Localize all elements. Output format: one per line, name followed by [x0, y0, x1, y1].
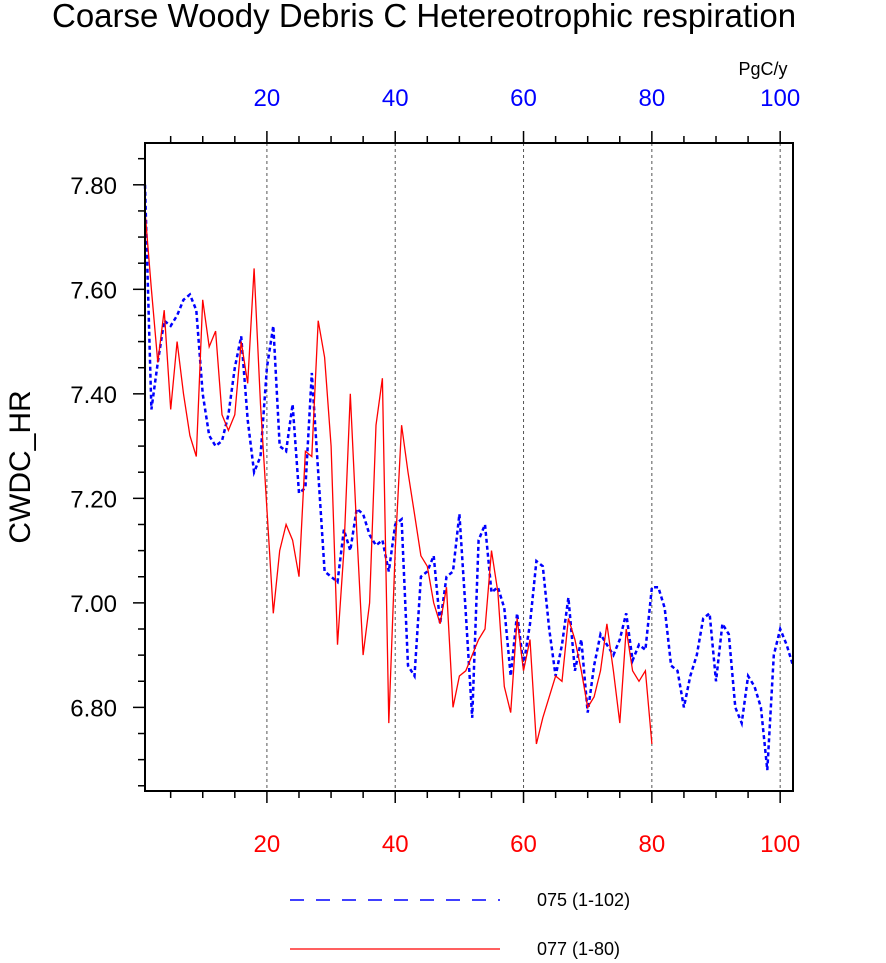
- axis-ticks: [133, 131, 781, 803]
- legend: 075 (1-102) 077 (1-80): [290, 890, 630, 959]
- y-tick-label-7.40: 7.40: [70, 382, 117, 409]
- y-tick-label-7.20: 7.20: [70, 486, 117, 513]
- y-tick-label-7.00: 7.00: [70, 591, 117, 618]
- series-line-0: [143, 184, 795, 771]
- series-line-1: [144, 210, 653, 745]
- x-tick-label-top-80: 80: [638, 85, 665, 112]
- y-tick-label-6.80: 6.80: [70, 695, 117, 722]
- x-tick-label-top-60: 60: [510, 85, 537, 112]
- y-tick-label-7.60: 7.60: [70, 277, 117, 304]
- x-tick-label-bottom-60: 60: [510, 831, 537, 858]
- chart-title: Coarse Woody Debris C Hetereotrophic res…: [52, 0, 796, 34]
- legend-label-075: 075 (1-102): [537, 890, 630, 910]
- x-tick-label-bottom-100: 100: [760, 831, 800, 858]
- x-tick-label-top-100: 100: [760, 85, 800, 112]
- units-label: PgC/y: [738, 59, 787, 79]
- y-axis-label: CWDC_HR: [4, 390, 37, 543]
- series-layer: [143, 184, 795, 771]
- x-tick-label-top-40: 40: [382, 85, 409, 112]
- x-tick-label-bottom-80: 80: [638, 831, 665, 858]
- tick-labels: 20 40 60 80 100 20 40 60 80 100 6.80 7.00 7.20 7.40 7.…: [70, 85, 800, 858]
- legend-label-077: 077 (1-80): [537, 939, 620, 959]
- y-tick-label-7.80: 7.80: [70, 173, 117, 200]
- plot-frame: [144, 142, 794, 792]
- x-tick-label-bottom-20: 20: [254, 831, 281, 858]
- x-tick-label-top-20: 20: [254, 85, 281, 112]
- x-tick-label-bottom-40: 40: [382, 831, 409, 858]
- gridlines: [266, 143, 781, 791]
